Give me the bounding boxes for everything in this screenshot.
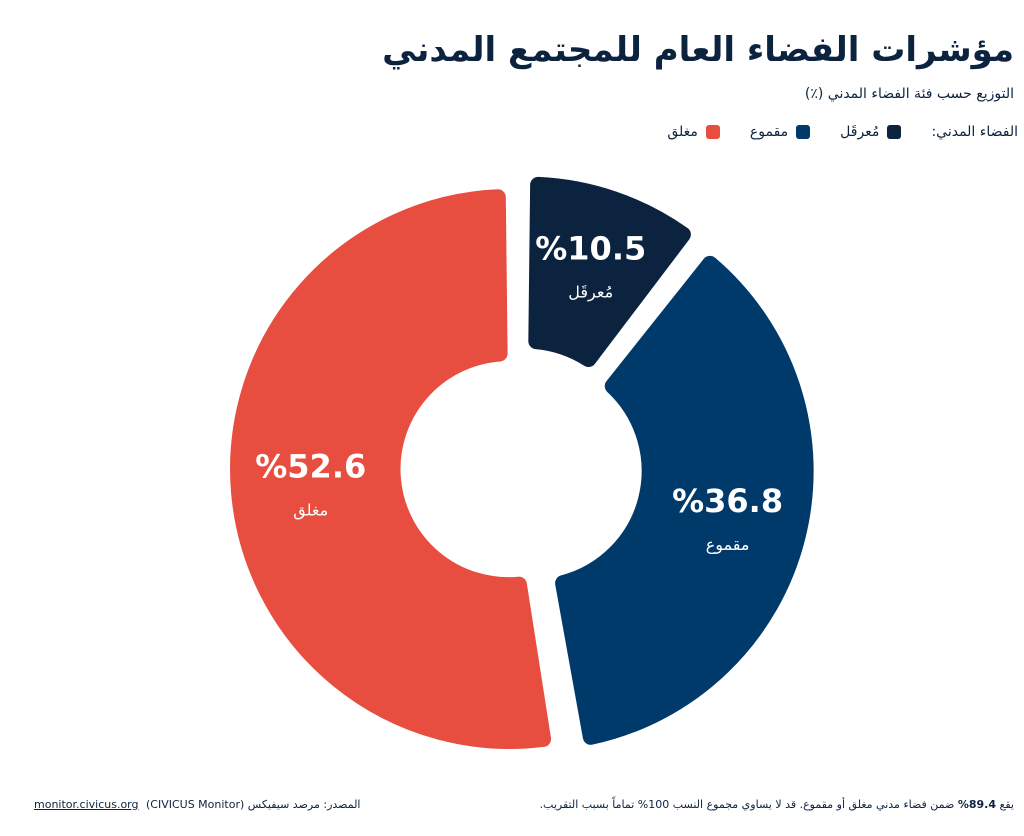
source-label: المصدر: مرصد سيفيكس (CIVICUS Monitor) <box>145 798 361 811</box>
slice <box>528 176 691 368</box>
source: المصدر: مرصد سيفيكس (CIVICUS Monitor) mo… <box>34 798 360 811</box>
legend-label: مُعرقَل <box>840 124 880 140</box>
chart-subtitle: التوزيع حسب فئة الفضاء المدني (٪) <box>804 86 1014 102</box>
legend-item: مقموع <box>749 124 811 140</box>
legend-item: مُعرقَل <box>840 124 902 140</box>
slice <box>555 255 814 745</box>
legend-swatch <box>887 125 902 139</box>
source-link[interactable]: monitor.civicus.org <box>34 798 139 811</box>
slice-category-label: مُعرقَل <box>568 282 613 302</box>
slice-category-label: مقموع <box>706 535 750 555</box>
chart-title: مؤشرات الفضاء العام للمجتمع المدني <box>382 30 1014 70</box>
legend-swatch <box>796 125 811 139</box>
note-rest: ضمن فضاء مدني مغلق أو مقموع. قد لا يساوي… <box>539 798 955 811</box>
slice <box>230 189 552 749</box>
legend: الفضاء المدني: مُعرقَل مقموع مغلق <box>667 124 1018 140</box>
note-bold: 89.4% <box>957 798 997 811</box>
slice-value-label: %52.6 <box>255 448 366 486</box>
legend-title: الفضاء المدني: <box>931 124 1018 140</box>
slice-category-label: مغلق <box>293 501 328 521</box>
slice-value-label: %36.8 <box>672 482 783 520</box>
legend-item: مغلق <box>667 124 720 140</box>
legend-swatch <box>705 125 720 139</box>
slice-value-label: %10.5 <box>535 229 646 267</box>
note-prefix: يقع <box>999 798 1014 811</box>
footnote: يقع 89.4% ضمن فضاء مدني مغلق أو مقموع. ق… <box>540 798 1014 811</box>
legend-label: مغلق <box>667 124 698 140</box>
legend-label: مقموع <box>749 124 789 140</box>
